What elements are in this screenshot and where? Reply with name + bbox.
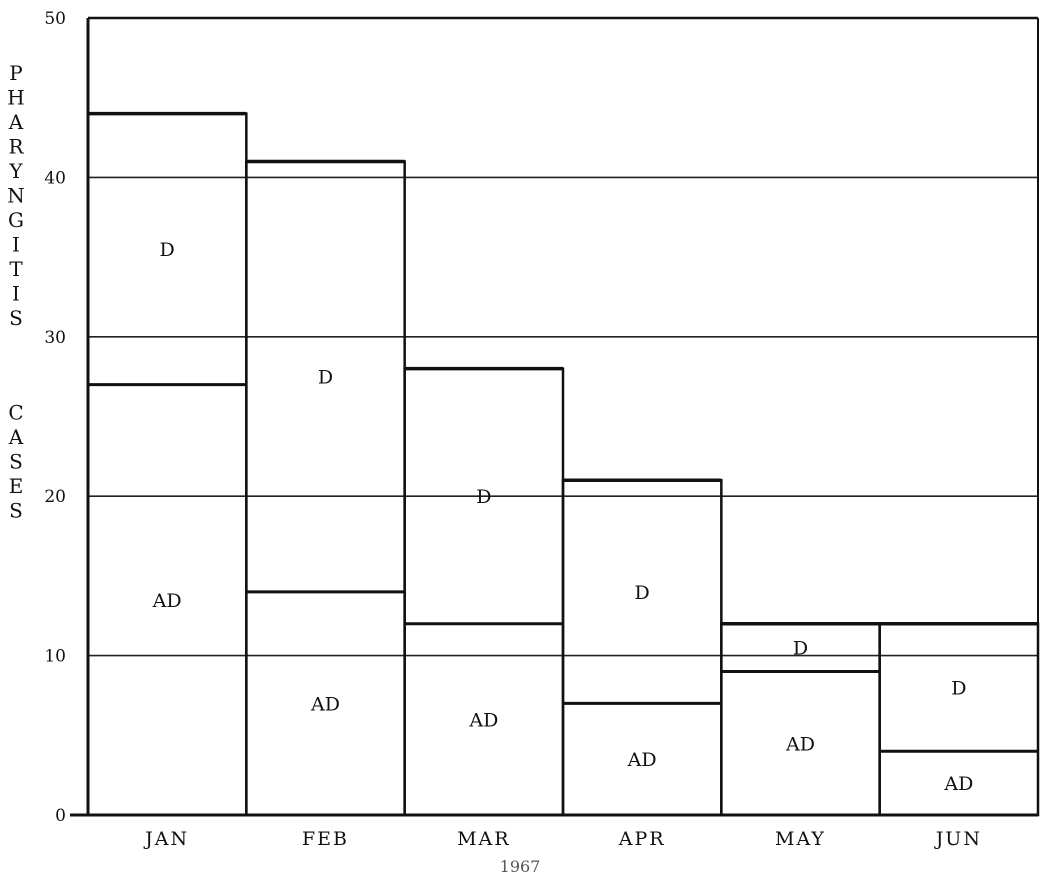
y-axis-title-letter: E xyxy=(9,474,24,498)
y-tick-label-10: 10 xyxy=(44,647,66,667)
y-tick-label-0: 0 xyxy=(55,806,66,826)
y-axis-title-letter: S xyxy=(9,499,23,523)
bar-label-ad-jan: AD xyxy=(152,590,182,612)
bar-label-ad-feb: AD xyxy=(310,693,340,715)
y-axis-title-letter: R xyxy=(8,135,24,159)
y-axis-title-letter: S xyxy=(9,306,23,330)
y-axis-title-letter: C xyxy=(8,401,23,425)
bar-label-d-may: D xyxy=(793,638,808,660)
x-axis-title: 1967 xyxy=(500,857,541,876)
y-axis-title-letter: S xyxy=(9,450,23,474)
y-axis-title-letter: G xyxy=(8,208,24,232)
x-tick-label-may: MAY xyxy=(775,828,826,850)
bar-label-ad-mar: AD xyxy=(468,709,498,731)
y-tick-label-40: 40 xyxy=(44,168,66,188)
y-axis-title-letter: A xyxy=(8,110,24,134)
bar-label-d-feb: D xyxy=(318,367,333,389)
x-tick-label-feb: FEB xyxy=(302,828,349,850)
x-tick-label-mar: MAR xyxy=(457,828,510,850)
bar-label-d-mar: D xyxy=(476,486,491,508)
bar-label-d-jan: D xyxy=(160,239,175,261)
x-tick-label-jan: JAN xyxy=(143,828,189,850)
y-axis-title-letter: I xyxy=(12,233,20,257)
bar-label-d-jun: D xyxy=(951,677,966,699)
bar-label-ad-may: AD xyxy=(785,733,815,755)
bar-label-d-apr: D xyxy=(635,582,650,604)
bar-label-ad-apr: AD xyxy=(627,749,657,771)
y-tick-label-20: 20 xyxy=(44,487,66,507)
x-tick-label-apr: APR xyxy=(618,828,666,850)
y-axis-title-letter: Y xyxy=(8,159,23,183)
y-tick-label-50: 50 xyxy=(44,9,66,29)
y-axis-title-letter: A xyxy=(8,425,24,449)
y-axis-title-letter: T xyxy=(9,257,23,281)
y-axis-title-letter: I xyxy=(12,282,20,306)
y-axis-title-letter: N xyxy=(7,184,25,208)
y-axis-title-letter: H xyxy=(7,86,24,110)
y-axis-title-letter: P xyxy=(9,61,22,85)
bar-label-ad-jun: AD xyxy=(943,773,973,795)
y-tick-label-30: 30 xyxy=(44,328,66,348)
x-tick-label-jun: JUN xyxy=(934,828,982,850)
